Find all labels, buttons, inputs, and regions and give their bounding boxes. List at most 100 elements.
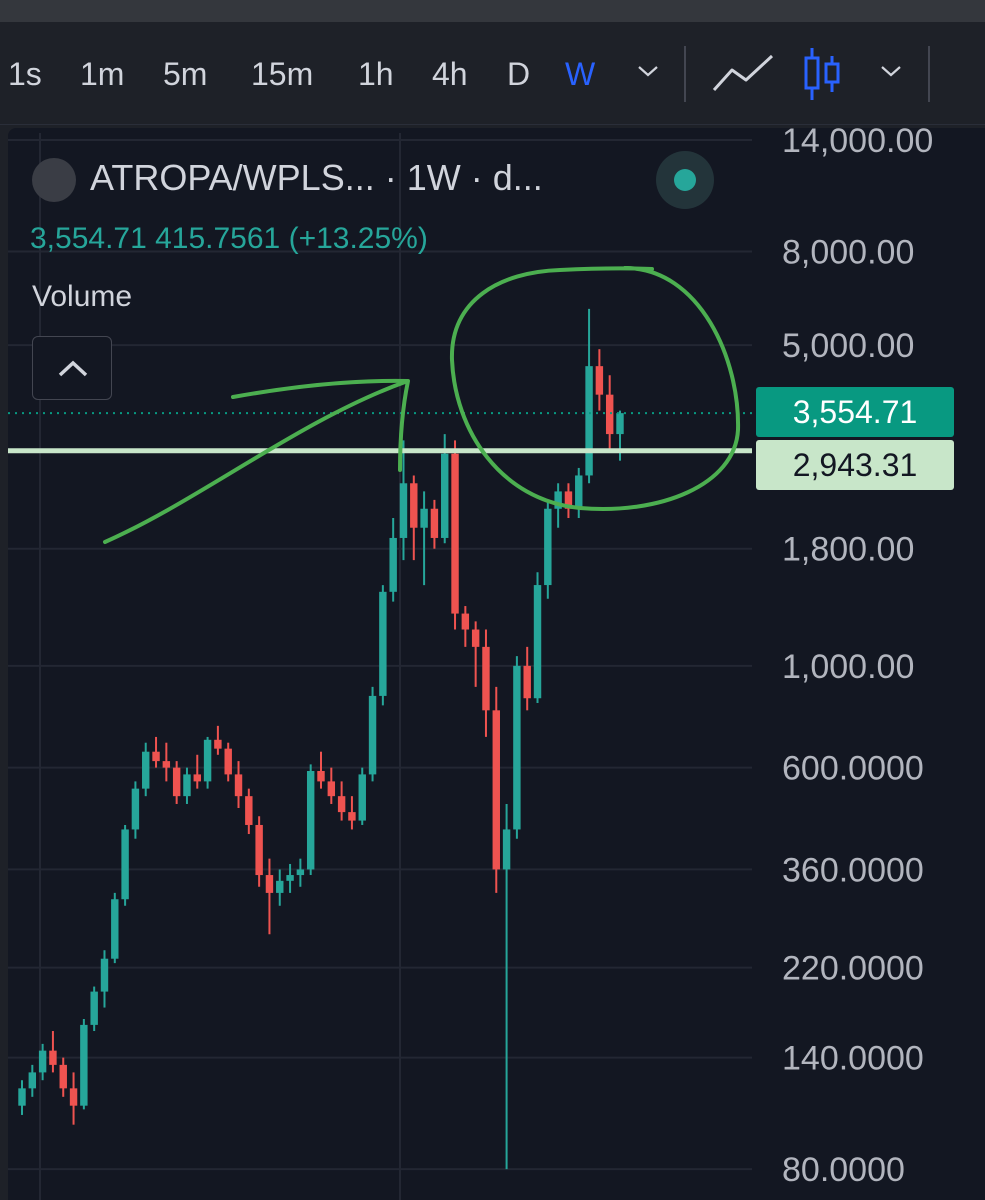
candle <box>80 1018 88 1110</box>
candle-body <box>80 1024 88 1106</box>
candle <box>482 629 490 737</box>
candle <box>38 1043 47 1081</box>
candle <box>575 467 583 519</box>
y-tick-label: 8,000.00 <box>782 234 914 272</box>
candle <box>461 606 470 647</box>
annotation-arrow-head <box>231 378 410 472</box>
candle-body <box>502 829 511 870</box>
chart-area[interactable] <box>8 128 985 1200</box>
candle <box>564 483 573 519</box>
timeframe-w[interactable]: W <box>565 56 596 92</box>
candle <box>513 656 521 839</box>
candle-body <box>38 1050 47 1073</box>
candle-body <box>152 751 160 762</box>
candle-body <box>306 770 315 870</box>
candle-body <box>69 1088 78 1106</box>
timeframe-15m[interactable]: 15m <box>251 56 314 92</box>
candle-body <box>214 739 222 749</box>
candle <box>59 1057 67 1097</box>
volume-label[interactable]: Volume <box>32 280 133 313</box>
symbol-title[interactable]: ATROPA/WPLS... · 1W · d... <box>90 157 543 198</box>
y-tick-label: 360.0000 <box>782 851 924 889</box>
candle <box>265 858 274 935</box>
candle-body <box>265 875 274 893</box>
candle <box>100 950 109 1008</box>
timeframe-1s[interactable]: 1s <box>8 56 42 92</box>
annotation-circle <box>449 266 741 511</box>
candle <box>193 754 201 789</box>
candle <box>523 646 531 711</box>
candle <box>420 491 428 586</box>
candle-body <box>162 761 171 768</box>
candle-body <box>193 774 201 782</box>
y-tick-label: 600.0000 <box>782 750 924 788</box>
timeframe-d[interactable]: D <box>507 56 531 92</box>
candle <box>471 621 480 687</box>
timeframe-1m[interactable]: 1m <box>80 56 125 92</box>
candle <box>430 499 439 549</box>
level-price-label: 2,943.31 <box>756 440 954 490</box>
y-tick-label: 1,000.00 <box>782 648 914 686</box>
candle-body <box>389 537 397 592</box>
candle-body <box>276 880 284 893</box>
y-tick-label: 5,000.00 <box>782 327 914 365</box>
toolbar-divider <box>928 46 930 102</box>
candle-body <box>100 958 109 992</box>
candle-body <box>471 629 480 647</box>
candlestick-series <box>18 308 624 1170</box>
candle <box>327 767 336 804</box>
collapse-legend-button[interactable] <box>32 336 112 400</box>
y-tick-label: 140.0000 <box>782 1040 924 1078</box>
timeframe-1h[interactable]: 1h <box>358 56 394 92</box>
candle <box>111 892 119 964</box>
candle <box>18 1080 26 1115</box>
candle <box>306 764 315 876</box>
price-lines <box>8 412 752 454</box>
candle <box>595 349 604 411</box>
candle <box>69 1072 78 1125</box>
line-chart-icon[interactable] <box>712 52 774 94</box>
candle <box>502 803 511 1170</box>
candle-body <box>399 483 408 538</box>
chevron-down-icon[interactable] <box>637 64 659 78</box>
timeframe-4h[interactable]: 4h <box>432 56 468 92</box>
candle-body <box>605 394 614 435</box>
candle <box>245 788 253 835</box>
candle-body <box>513 665 521 830</box>
candle-body <box>533 585 542 699</box>
candle <box>399 440 408 561</box>
candle-body <box>368 695 377 775</box>
candle <box>28 1064 37 1097</box>
candle <box>90 986 98 1032</box>
candle-body <box>286 875 294 881</box>
candle <box>492 686 500 893</box>
candle-body <box>379 591 387 696</box>
candle-body <box>451 453 459 614</box>
candle-body <box>49 1050 57 1065</box>
market-status-indicator[interactable] <box>656 151 714 209</box>
candles-icon[interactable] <box>802 46 842 102</box>
candle <box>410 475 418 561</box>
timeframe-5m[interactable]: 5m <box>163 56 208 92</box>
candle-body <box>245 796 253 825</box>
candle-body <box>183 774 191 797</box>
chevron-down-icon[interactable] <box>880 64 902 78</box>
candle-body <box>575 475 583 509</box>
candle-body <box>224 748 232 775</box>
symbol-logo[interactable] <box>32 158 76 202</box>
candle <box>296 858 305 887</box>
candle <box>224 742 232 782</box>
y-tick-label: 14,000.00 <box>782 122 933 160</box>
timeframe-toolbar: 1s 1m 5m 15m 1h 4h D W <box>0 22 985 125</box>
candle-body <box>28 1072 37 1089</box>
candle-body <box>337 796 346 813</box>
candle <box>348 796 356 830</box>
candle <box>255 816 263 887</box>
candle <box>605 375 614 451</box>
candle-body <box>410 483 418 528</box>
candle-body <box>142 751 150 789</box>
candle-body <box>616 413 624 435</box>
candle-body <box>59 1064 67 1089</box>
candle-body <box>430 508 439 538</box>
